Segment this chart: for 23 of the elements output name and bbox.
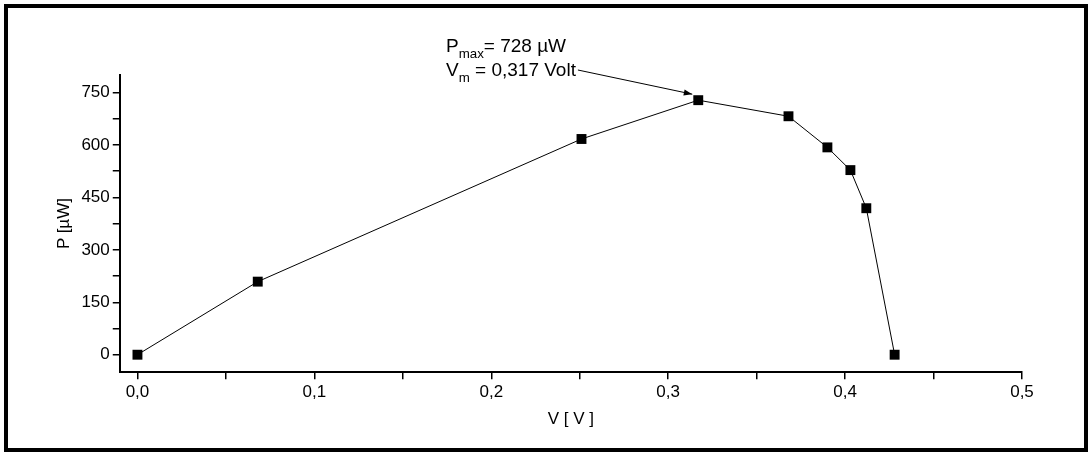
y-tick-label: 300 [81, 239, 110, 259]
x-axis-title: V [ V ] [547, 409, 595, 429]
point [845, 165, 856, 176]
y-axis-title: P [µW] [53, 198, 73, 250]
y-tick-label: 150 [81, 291, 110, 311]
point [861, 203, 872, 214]
point [889, 349, 900, 360]
point [576, 134, 587, 144]
y-tick-label: 750 [81, 82, 110, 102]
point [822, 142, 833, 153]
point [132, 349, 143, 360]
point [252, 276, 263, 287]
y-tick-label: 600 [81, 134, 110, 154]
y-tick-label: 450 [81, 187, 110, 207]
x-tick-label: 0,5 [1010, 382, 1034, 402]
y-tick-label: 0 [100, 344, 110, 364]
x-tick-label: 0,4 [833, 382, 857, 402]
point [783, 111, 794, 122]
point [693, 95, 704, 106]
x-tick-label: 0,3 [656, 382, 680, 402]
x-tick-label: 0,0 [125, 382, 150, 402]
x-tick-label: 0,1 [302, 382, 327, 402]
x-tick-label: 0,2 [479, 382, 504, 402]
